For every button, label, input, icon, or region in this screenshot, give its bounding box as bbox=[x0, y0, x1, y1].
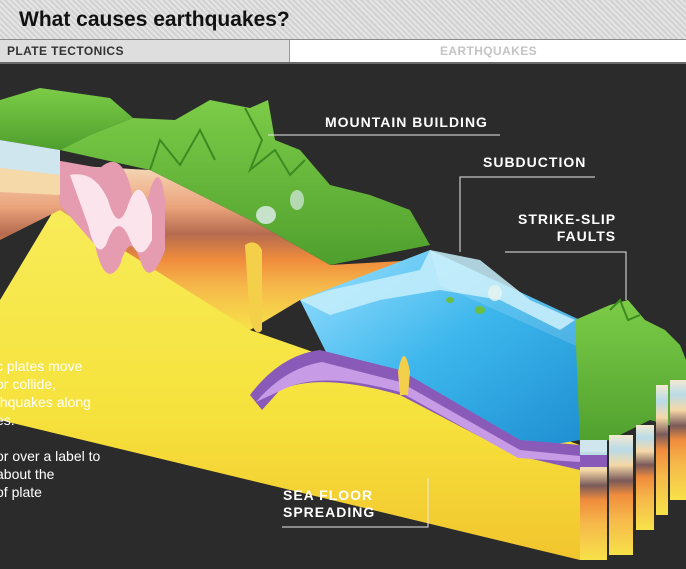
left-continent-top bbox=[0, 88, 133, 150]
ocean-shelf bbox=[300, 250, 575, 330]
label-strike-slip-line2: FAULTS bbox=[556, 228, 617, 244]
right-ridges bbox=[609, 298, 641, 322]
intro-line: c plates move bbox=[0, 358, 83, 374]
strata-column-2 bbox=[609, 435, 633, 555]
column-top-layer bbox=[580, 440, 607, 452]
island-2 bbox=[475, 306, 485, 314]
volcanic-plume bbox=[245, 242, 262, 333]
mountain-range bbox=[60, 100, 430, 265]
intro-paragraph-2: or over a label to about the of plate bbox=[0, 447, 136, 501]
column-plate-layer bbox=[580, 455, 607, 467]
ridge-magma bbox=[398, 356, 410, 395]
steam-cloud-2 bbox=[290, 190, 304, 210]
page-title: What causes earthquakes? bbox=[19, 8, 290, 31]
mountain-ridges bbox=[244, 107, 306, 177]
fault-plane bbox=[430, 250, 585, 350]
strata-column-5 bbox=[670, 380, 686, 500]
label-subduction[interactable]: SUBDUCTION bbox=[483, 154, 587, 170]
left-continent-layer-2 bbox=[0, 168, 60, 195]
left-continent-layer bbox=[0, 140, 60, 175]
plate-tectonics-illustration bbox=[0, 88, 686, 560]
mountain-ridges-2 bbox=[149, 127, 216, 171]
intro-line: or collide, bbox=[0, 376, 56, 392]
title-bar: What causes earthquakes? bbox=[0, 0, 686, 40]
label-sea-floor-line2: SPREADING bbox=[283, 504, 376, 520]
label-mountain-building[interactable]: MOUNTAIN BUILDING bbox=[325, 114, 488, 130]
label-sea-floor-line1: SEA FLOOR bbox=[283, 487, 374, 503]
island bbox=[446, 297, 454, 303]
tab-plate-tectonics[interactable]: PLATE TECTONICS bbox=[0, 40, 290, 62]
steam-cloud bbox=[256, 206, 276, 224]
intro-line: about the bbox=[0, 466, 55, 482]
folded-rock-strata-light bbox=[70, 174, 152, 253]
label-sea-floor-spreading[interactable]: SEA FLOOR SPREADING bbox=[283, 487, 375, 521]
leader-sea-floor bbox=[282, 478, 429, 528]
strata-column-3 bbox=[636, 425, 654, 530]
strata-column-4 bbox=[656, 385, 668, 515]
leader-subduction bbox=[459, 176, 595, 252]
intro-line: or over a label to bbox=[0, 448, 101, 464]
intro-line: es. bbox=[0, 412, 15, 428]
intro-line: of plate bbox=[0, 484, 42, 500]
leader-strike-slip bbox=[505, 251, 627, 300]
intro-paragraph-1: c plates move or collide, thquakes along… bbox=[0, 357, 136, 429]
tab-bar: PLATE TECTONICS EARTHQUAKES bbox=[0, 40, 686, 64]
right-continent-top bbox=[575, 300, 686, 445]
label-strike-slip-faults[interactable]: STRIKE-SLIP FAULTS bbox=[518, 211, 616, 245]
intro-line: thquakes along bbox=[0, 394, 91, 410]
label-strike-slip-line1: STRIKE-SLIP bbox=[518, 211, 617, 227]
steam-cloud-3 bbox=[488, 285, 502, 301]
tab-earthquakes[interactable]: EARTHQUAKES bbox=[291, 40, 686, 62]
intro-text: c plates move or collide, thquakes along… bbox=[0, 357, 136, 519]
